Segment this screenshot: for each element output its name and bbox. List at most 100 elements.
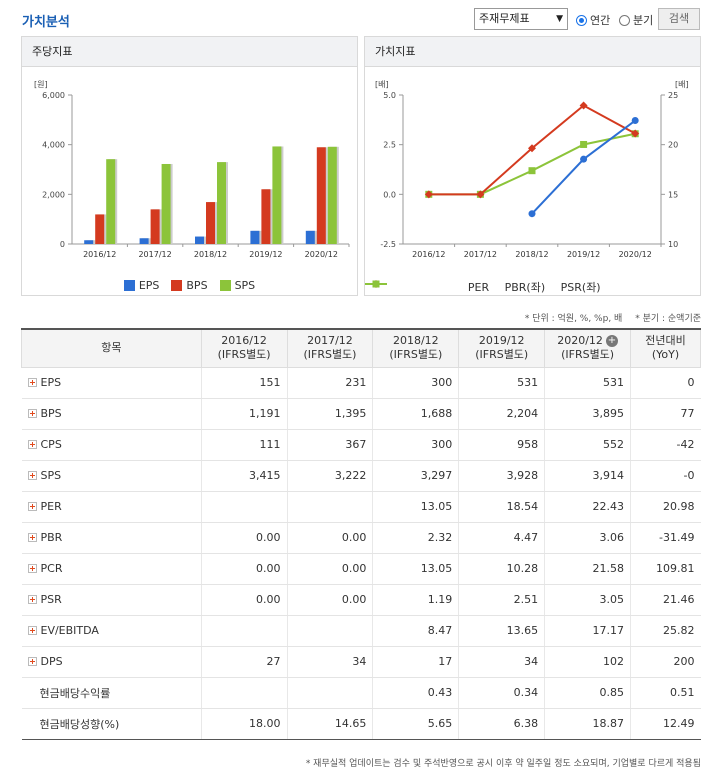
- col-header-basis: (IFRS별도): [217, 348, 271, 362]
- point-per: [580, 155, 588, 163]
- table-row: CPS 111 367 300 958 552 -42: [21, 429, 701, 461]
- value-cell: 111: [200, 429, 288, 461]
- expand-plus-icon[interactable]: [27, 564, 37, 573]
- row-label-cell[interactable]: DPS: [21, 646, 202, 678]
- yoy-cell: 20.98: [630, 491, 701, 523]
- bar-eps: [139, 238, 149, 244]
- value-cell: 10.28: [458, 553, 545, 585]
- row-label-cell[interactable]: BPS: [21, 398, 202, 430]
- col-header-2019: 2019/12 (IFRS별도): [458, 328, 546, 368]
- value-cell: 34: [458, 646, 545, 678]
- value-cell: 0.00: [286, 553, 373, 585]
- col-header-yoy-label: 전년대비: [645, 334, 686, 348]
- row-label-cell[interactable]: PSR: [21, 584, 202, 616]
- y-tick-label: 6,000: [42, 91, 65, 100]
- legend-bps[interactable]: BPS: [171, 279, 208, 292]
- table-row: BPS 1,191 1,395 1,688 2,204 3,895 77: [21, 398, 701, 430]
- expand-plus-icon[interactable]: [27, 502, 37, 511]
- value-cell: 3.05: [544, 584, 631, 616]
- point-per: [631, 117, 639, 125]
- table-header-row: 항목 2016/12 (IFRS별도) 2017/12 (IFRS별도) 2018/…: [21, 328, 701, 368]
- row-label: SPS: [40, 469, 62, 482]
- col-header-yoy: 전년대비 (YoY): [630, 328, 701, 368]
- value-cell: 14.65: [286, 708, 373, 740]
- value-cell: 300: [372, 367, 459, 399]
- table-row: 현금배당수익률 0.43 0.34 0.85 0.51: [21, 677, 701, 709]
- row-label-cell: 현금배당수익률: [21, 677, 202, 709]
- row-label-cell[interactable]: PBR: [21, 522, 202, 554]
- row-label: PCR: [40, 562, 63, 575]
- radio-annual[interactable]: 연간: [576, 9, 610, 31]
- yoy-cell: 21.46: [630, 584, 701, 616]
- value-cell: 151: [200, 367, 288, 399]
- legend-eps-label: EPS: [138, 279, 160, 292]
- row-label: BPS: [40, 407, 62, 420]
- table-row: PER 13.05 18.54 22.43 20.98: [21, 491, 701, 523]
- row-label: CPS: [40, 438, 62, 451]
- value-cell: 4.47: [458, 522, 545, 554]
- search-button[interactable]: 검색: [658, 8, 700, 30]
- value-cell: 3,928: [458, 460, 545, 492]
- expand-plus-icon[interactable]: [27, 378, 37, 387]
- value-cell: 8.47: [372, 615, 459, 647]
- expand-plus-icon[interactable]: [27, 409, 37, 418]
- statement-type-select[interactable]: 주재무제표 ▼: [474, 8, 568, 30]
- add-column-icon[interactable]: +: [605, 335, 618, 348]
- legend-psr[interactable]: PSR(좌): [365, 279, 601, 295]
- unit-note: * 단위 : 억원, %, %p, 배 * 분기 : 순액기준: [515, 311, 701, 324]
- legend-eps[interactable]: EPS: [123, 279, 160, 292]
- row-label: 현금배당성향(%): [39, 717, 120, 731]
- expand-plus-icon[interactable]: [27, 657, 37, 666]
- bar-sps: [217, 162, 226, 244]
- expand-plus-icon[interactable]: [27, 533, 37, 542]
- point-per: [528, 210, 536, 218]
- x-tick-label: 2017/12: [464, 250, 497, 259]
- legend-pbr[interactable]: PBR(좌): [365, 279, 545, 295]
- legend-bps-label: BPS: [186, 279, 208, 292]
- legend-sps[interactable]: SPS: [219, 279, 256, 292]
- value-cell: 3,895: [544, 398, 631, 430]
- bar-bps: [95, 214, 105, 244]
- col-header-item: 항목: [21, 328, 202, 368]
- value-cell: 2.32: [372, 522, 459, 554]
- value-cell: 22.43: [544, 491, 631, 523]
- expand-plus-icon[interactable]: [27, 626, 37, 635]
- row-label-cell[interactable]: EV/EBITDA: [21, 615, 202, 647]
- bar-eps: [84, 240, 94, 244]
- y-axis-unit-right: [배]: [675, 80, 689, 89]
- value-cell: [286, 615, 373, 647]
- legend-per[interactable]: PER: [365, 279, 489, 295]
- point-pbr: [528, 144, 536, 153]
- row-label-cell[interactable]: PCR: [21, 553, 202, 585]
- value-cell: 2,204: [458, 398, 545, 430]
- chevron-down-icon: ▼: [556, 14, 563, 24]
- legend-sps-label: SPS: [234, 279, 256, 292]
- row-label-cell[interactable]: CPS: [21, 429, 202, 461]
- yoy-cell: 200: [630, 646, 701, 678]
- legend-eps-swatch: [123, 280, 135, 291]
- value-cell: 1,688: [372, 398, 459, 430]
- expand-plus-icon[interactable]: [27, 440, 37, 449]
- bar-bps: [206, 202, 215, 244]
- table-row: 현금배당성향(%) 18.00 14.65 5.65 6.38 18.87 12.49: [21, 708, 701, 740]
- row-label-cell[interactable]: PER: [21, 491, 202, 523]
- value-cell: 231: [286, 367, 373, 399]
- y-tick-label: 4,000: [42, 141, 65, 150]
- expand-plus-icon[interactable]: [27, 471, 37, 480]
- valuation-chart-title: 가치지표: [365, 37, 700, 67]
- x-tick-label: 2018/12: [194, 250, 227, 259]
- table-row: EPS 151 231 300 531 531 0: [21, 367, 701, 399]
- row-label: 현금배당수익률: [39, 686, 111, 700]
- x-tick-label: 2017/12: [138, 250, 171, 259]
- value-cell: 300: [372, 429, 459, 461]
- radio-quarter[interactable]: 분기: [619, 9, 653, 31]
- bar-eps: [305, 230, 315, 244]
- table-row: EV/EBITDA 8.47 13.65 17.17 25.82: [21, 615, 701, 647]
- expand-plus-icon[interactable]: [27, 595, 37, 604]
- legend-psr-marker: [365, 280, 387, 288]
- value-cell: 21.58: [544, 553, 631, 585]
- row-label-cell[interactable]: EPS: [21, 367, 202, 399]
- row-label-cell[interactable]: SPS: [21, 460, 202, 492]
- point-psr: [528, 167, 536, 175]
- y-axis-unit-left: [배]: [375, 80, 389, 89]
